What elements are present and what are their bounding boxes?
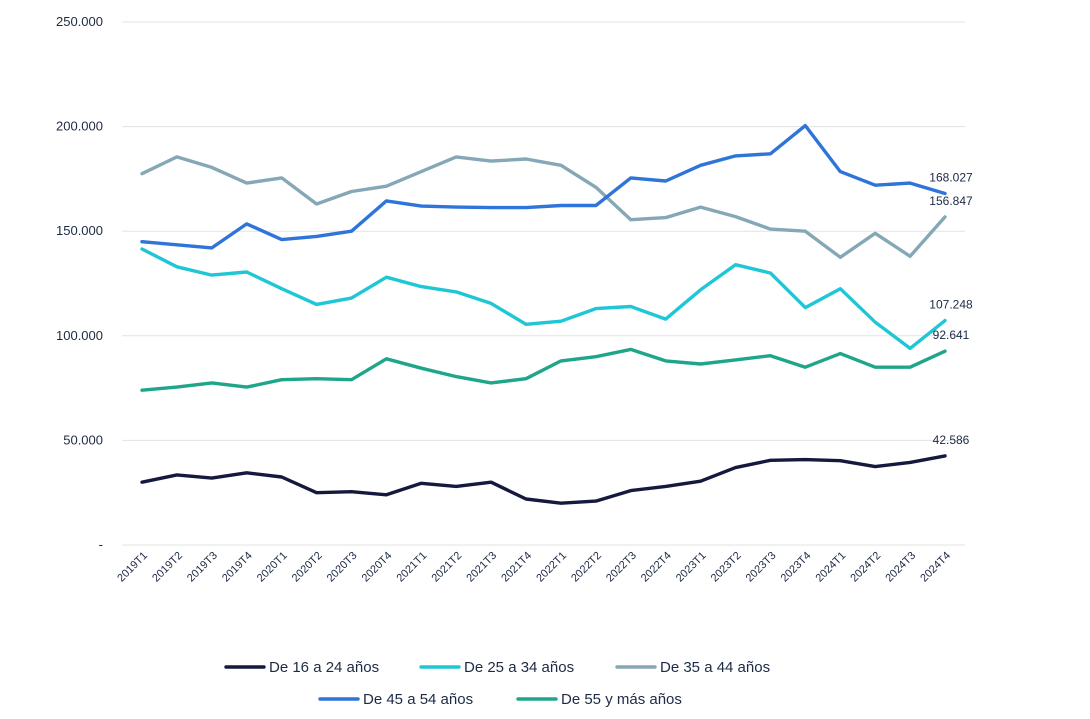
x-tick-label: 2024T3 xyxy=(883,550,918,585)
y-tick-label: 250.000 xyxy=(56,14,103,29)
y-axis: - 50.000 100.000 150.000 200.000 250.000 xyxy=(56,14,103,552)
x-tick-label: 2022T3 xyxy=(604,550,639,585)
data-label: 168.027 xyxy=(929,170,973,184)
data-label: 42.586 xyxy=(933,433,970,447)
data-label: 92.641 xyxy=(933,328,970,342)
x-tick-label: 2019T3 xyxy=(185,550,220,585)
x-tick-label: 2024T1 xyxy=(814,550,849,585)
x-tick-label: 2023T1 xyxy=(674,550,709,585)
data-label: 107.248 xyxy=(929,298,973,312)
y-tick-label: 50.000 xyxy=(63,432,103,447)
series-lines xyxy=(140,123,947,505)
x-tick-label: 2020T3 xyxy=(325,550,360,585)
x-tick-label: 2020T2 xyxy=(290,550,325,585)
legend-label: De 45 a 54 años xyxy=(363,691,473,708)
x-tick-label: 2023T4 xyxy=(779,550,814,585)
data-labels: 42.586 107.248 156.847 168.027 92.641 xyxy=(929,170,973,446)
legend-label: De 16 a 24 años xyxy=(269,659,379,676)
data-label: 156.847 xyxy=(929,194,973,208)
x-tick-label: 2021T4 xyxy=(499,550,534,585)
series-line xyxy=(140,123,947,250)
series-line xyxy=(140,347,947,392)
series-line xyxy=(140,247,947,351)
x-tick-label: 2020T1 xyxy=(255,550,290,585)
gridlines xyxy=(122,21,965,546)
y-tick-label: 200.000 xyxy=(56,119,103,134)
x-tick-label: 2021T1 xyxy=(395,550,430,585)
y-tick-label: 150.000 xyxy=(56,223,103,238)
series-line xyxy=(140,155,947,259)
legend-label: De 55 y más años xyxy=(561,691,682,708)
x-tick-label: 2019T2 xyxy=(150,550,185,585)
x-tick-label: 2022T4 xyxy=(639,550,674,585)
x-tick-label: 2024T2 xyxy=(848,550,883,585)
x-tick-label: 2021T3 xyxy=(464,550,499,585)
x-axis: 2019T1 2019T2 2019T3 2019T4 2020T1 2020T2 2020… xyxy=(115,550,953,585)
x-tick-label: 2019T1 xyxy=(115,550,150,585)
x-tick-label: 2021T2 xyxy=(429,550,464,585)
x-tick-label: 2019T4 xyxy=(220,550,255,585)
x-tick-label: 2023T2 xyxy=(709,550,744,585)
x-tick-label: 2020T4 xyxy=(360,550,395,585)
legend-label: De 25 a 34 años xyxy=(464,659,574,676)
x-tick-label: 2023T3 xyxy=(744,550,779,585)
legend-label: De 35 a 44 años xyxy=(660,659,770,676)
x-tick-label: 2022T2 xyxy=(569,550,604,585)
y-tick-label: 100.000 xyxy=(56,328,103,343)
x-tick-label: 2022T1 xyxy=(534,550,569,585)
x-tick-label: 2024T4 xyxy=(918,550,953,585)
legend: De 16 a 24 años De 25 a 34 años De 35 a 44… xyxy=(224,659,770,708)
y-tick-label: - xyxy=(99,537,103,552)
series-line xyxy=(140,454,947,505)
